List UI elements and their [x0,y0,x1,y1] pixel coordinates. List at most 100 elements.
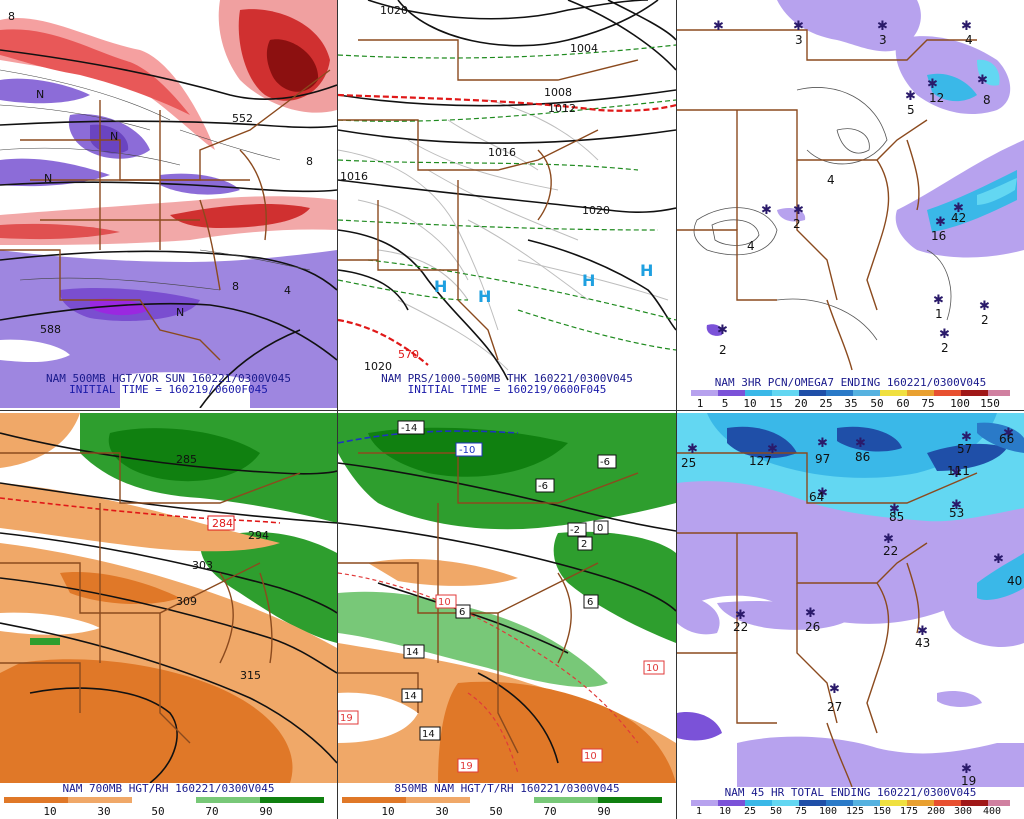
temperature-box: -10 [459,445,475,456]
scale-label: 30 [97,805,111,818]
temperature-box: -14 [401,423,417,434]
vort-value-label: 8 [306,155,313,168]
svg-text:✱: ✱ [977,73,988,88]
scale-label: 50 [769,806,783,817]
scale-label: 150 [980,397,1000,408]
precip-value: 3 [879,33,887,47]
panel-pressure-thickness: 1020 1004 1008 1012 1016 1020 1016 1020 … [338,0,676,408]
height-label: 552 [232,112,253,125]
svg-text:✱: ✱ [713,19,724,34]
precip-total-value: 66 [999,432,1014,446]
temperature-label: 284 [212,517,233,530]
precip-value: 2 [941,341,949,355]
svg-text:✱: ✱ [761,203,772,218]
panel-caption: NAM 700MB HGT/RH 160221/0300V045 [62,782,275,795]
scale-label: 175 [899,806,919,817]
vort-value-label: 4 [284,284,291,297]
precip-value: 2 [793,217,801,231]
height-label: 285 [176,453,197,466]
temperature-box: -6 [600,457,610,468]
precip-value: 4 [965,33,973,47]
scale-label: 25 [743,806,757,817]
isobar-label: 1020 [582,204,610,217]
panel-caption: NAM 3HR PCN/OMEGA7 ENDING 160221/0300V04… [714,376,987,389]
precip-total-value: 40 [1007,574,1022,588]
svg-text:✱: ✱ [817,486,828,501]
precip-total-value: 64 [809,490,824,504]
scale-label: 50 [489,805,503,818]
precip-value: 5 [907,103,915,117]
temperature-box: 6 [459,607,465,618]
precip-total-value: 86 [855,450,870,464]
temperature-box: 10 [646,663,659,674]
panel-3hr-precip: ✱ ✱ ✱ ✱ ✱ ✱ ✱ ✱ ✱ ✱ ✱ ✱ ✱ ✱ ✱ 3 3 4 8 5 12 2 42 16… [677,0,1024,408]
high-pressure-marker: H [478,287,491,306]
scale-label: 200 [926,806,946,817]
panel-caption: 850MB NAM HGT/T/RH 160221/0300V045 [394,782,620,795]
temperature-box: 19 [340,713,353,724]
panel-caption: NAM 500MB HGT/VOR SUN 160221/0300V045 [45,372,292,385]
svg-text:✱: ✱ [993,552,1004,567]
isobar-label: 1012 [548,102,576,115]
panel-caption: NAM PRS/1000-500MB THK 160221/0300V045 [381,372,633,385]
scale-label: 150 [872,806,892,817]
temperature-box: 2 [581,539,587,550]
vort-min-label: N [36,88,44,101]
height-label: 303 [192,559,213,572]
scale-label: 75 [921,397,935,408]
precip-total-value: 57 [957,442,972,456]
map-700mb: 285 294 303 309 315 284 [0,413,337,783]
svg-text:✱: ✱ [829,682,840,697]
scale-label: 25 [819,397,833,408]
temperature-box: 14 [406,647,419,658]
vort-value-label: 8 [8,10,15,23]
precip-value: 2 [981,313,989,327]
precip-value: 16 [931,229,946,243]
scale-label: 125 [845,806,865,817]
temperature-box: 14 [422,729,435,740]
scale-label: 20 [794,397,808,408]
map-pressure: 1020 1004 1008 1012 1016 1020 1016 1020 … [338,0,676,408]
panel-700mb-rh: 285 294 303 309 315 284 NAM 700MB HGT/RH… [0,413,337,819]
height-label: 588 [40,323,61,336]
omega-contour-label: 4 [747,239,755,253]
precip-value: 12 [929,91,944,105]
svg-text:✱: ✱ [793,203,804,218]
precip-total-value: 22 [733,620,748,634]
map-3hr-precip: ✱ ✱ ✱ ✱✱✱ ✱✱ ✱ ✱✱✱ ✱✱✱ 3 3 4 8 5 12 2 42 16… [677,0,1024,376]
svg-text:✱: ✱ [883,532,894,547]
scale-label: 10 [43,805,57,818]
scale-label: 15 [769,397,783,408]
precip-total-value: 27 [827,700,842,714]
svg-text:✱: ✱ [735,608,746,623]
scale-label: 100 [818,806,838,817]
precip-total-value: 127 [749,454,772,468]
precip-total-value: 85 [889,510,904,524]
precip-value: 3 [795,33,803,47]
precip-value: 2 [719,343,727,357]
svg-text:✱: ✱ [877,19,888,34]
svg-text:✱: ✱ [855,436,866,451]
temperature-box: 10 [584,751,597,762]
scale-label: 70 [205,805,219,818]
svg-text:✱: ✱ [687,442,698,457]
scale-label: 1 [695,806,703,817]
temperature-box: 10 [438,597,451,608]
height-label: 309 [176,595,197,608]
panel-45hr-total-precip: ✱ ✱ ✱ ✱ ✱ ✱ ✱ ✱ ✱ ✱ ✱ ✱ ✱ ✱ ✱ ✱ ✱ 25 127 97 86 66 5… [677,413,1024,819]
scale-label: 70 [543,805,557,818]
svg-text:✱: ✱ [933,293,944,308]
scale-label: 90 [597,805,611,818]
precip-value: 42 [951,211,966,225]
isobar-label: 1016 [488,146,516,159]
temperature-box: 14 [404,691,417,702]
isobar-label: 1020 [380,4,408,17]
precip-total-value: 53 [949,506,964,520]
scale-label: 30 [435,805,449,818]
svg-text:✱: ✱ [961,762,972,777]
height-label: 294 [248,529,269,542]
omega-contour-label: 4 [827,173,835,187]
temperature-box: 19 [460,761,473,772]
high-pressure-marker: H [434,277,447,296]
